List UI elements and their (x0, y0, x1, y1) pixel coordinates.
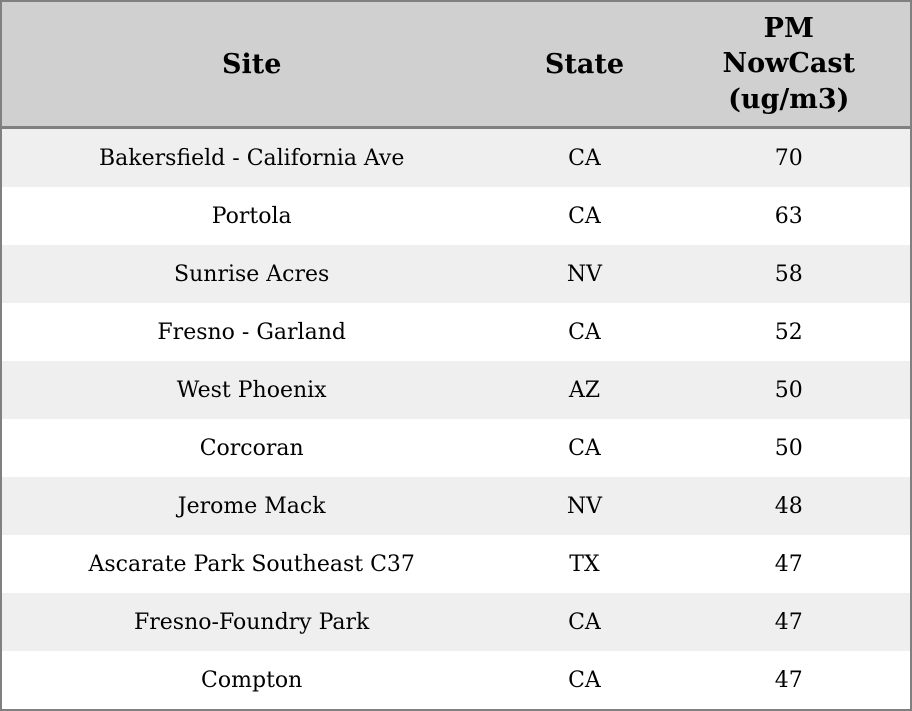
state-cell: TX (569, 551, 600, 577)
state-cell: NV (566, 493, 603, 519)
site-cell: Sunrise Acres (174, 261, 330, 287)
pm-value-cell: 47 (774, 667, 803, 693)
state-cell: CA (568, 667, 601, 693)
table-body: Bakersfield - California Ave CA 70 Porto… (2, 129, 910, 709)
pm-value-cell: 52 (774, 319, 803, 345)
site-cell: Jerome Mack (177, 493, 326, 519)
site-cell: Ascarate Park Southeast C37 (88, 551, 415, 577)
pm-value-cell: 50 (774, 377, 803, 403)
pm-value-cell: 47 (774, 609, 803, 635)
state-cell: CA (568, 609, 601, 635)
site-cell: Corcoran (199, 435, 304, 461)
state-cell: CA (568, 319, 601, 345)
column-header-state: State (544, 48, 625, 80)
site-cell: Portola (211, 203, 292, 229)
column-header-pm-nowcast-label: PM NowCast (ug/m3) (722, 13, 856, 115)
state-cell: AZ (568, 377, 601, 403)
pm-value-cell: 47 (774, 551, 803, 577)
pm-value-cell: 50 (774, 435, 803, 461)
pm-value-cell: 70 (774, 145, 803, 171)
site-cell: Bakersfield - California Ave (99, 145, 405, 171)
table-row: West Phoenix AZ 50 (2, 361, 910, 419)
pm-value-cell: 48 (774, 493, 803, 519)
site-cell: Fresno - Garland (157, 319, 346, 345)
state-cell: CA (568, 203, 601, 229)
table-row: Sunrise Acres NV 58 (2, 245, 910, 303)
table-row: Fresno-Foundry Park CA 47 (2, 593, 910, 651)
state-cell: CA (568, 435, 601, 461)
table-row: Bakersfield - California Ave CA 70 (2, 129, 910, 187)
table-row: Fresno - Garland CA 52 (2, 303, 910, 361)
table-row: Compton CA 47 (2, 651, 910, 709)
site-cell: Compton (201, 667, 303, 693)
pm-value-cell: 63 (774, 203, 803, 229)
table-row: Ascarate Park Southeast C37 TX 47 (2, 535, 910, 593)
column-header-pm-nowcast: PM NowCast (ug/m3) (668, 11, 910, 116)
state-cell: CA (568, 145, 601, 171)
table-header-row: Site State PM NowCast (ug/m3) (2, 2, 910, 129)
table-row: Portola CA 63 (2, 187, 910, 245)
site-cell: Fresno-Foundry Park (134, 609, 370, 635)
site-cell: West Phoenix (176, 377, 327, 403)
pm-value-cell: 58 (774, 261, 803, 287)
state-cell: NV (566, 261, 603, 287)
table-row: Corcoran CA 50 (2, 419, 910, 477)
column-header-site: Site (221, 48, 282, 80)
table-row: Jerome Mack NV 48 (2, 477, 910, 535)
